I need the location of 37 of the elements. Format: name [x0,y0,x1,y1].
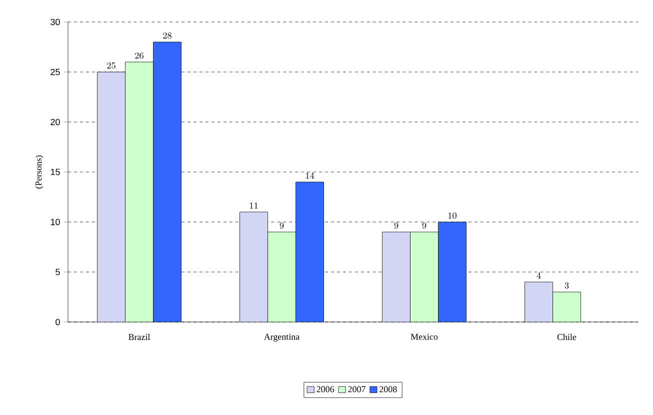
data-label: 9 [394,222,398,229]
bar [410,232,438,322]
bar [125,62,154,322]
y-tick-label: 10 [50,218,60,226]
legend-label: 2007 [348,386,366,392]
x-tick-label: Argentina [264,334,300,342]
y-tick-label: 5 [56,268,60,276]
bar [97,72,126,322]
data-label: 9 [422,222,426,229]
bar [524,282,553,322]
data-label: 26 [135,52,144,59]
legend-label: 2006 [316,386,334,392]
x-tick-label: Mexico [410,334,438,340]
y-tick-label: 0 [56,318,60,326]
y-tick-label: 15 [50,168,60,176]
bar [268,232,296,322]
bar [153,42,182,322]
y-tick-label: 20 [50,118,60,126]
x-tick-label: Chile [557,334,576,340]
bar [296,182,324,322]
legend-label: 2008 [380,386,397,392]
y-axis-title: (Persons) [35,155,44,189]
bar [552,292,581,322]
data-label: 11 [250,202,258,208]
data-label: 9 [280,222,284,229]
data-label: 4 [536,272,541,278]
y-tick-label: 25 [50,68,60,76]
bar [240,212,268,322]
bar [438,222,466,322]
data-label: 28 [163,32,172,39]
data-label: 3 [564,282,569,289]
data-label: 14 [306,172,314,178]
y-tick-label: 30 [50,18,60,26]
x-tick-label: Brazil [128,334,150,340]
bar [382,232,410,322]
data-label: 25 [107,62,116,69]
data-label: 10 [448,212,456,219]
